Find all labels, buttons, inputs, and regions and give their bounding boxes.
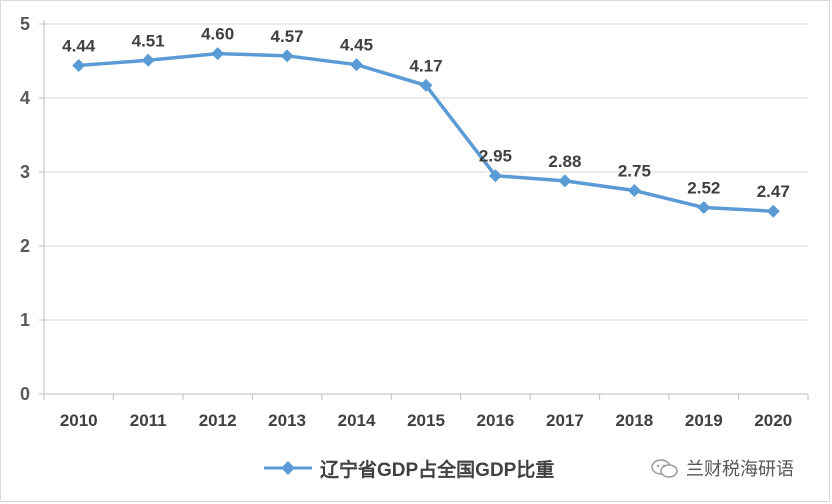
legend: 辽宁省GDP占全国GDP比重 <box>262 454 554 482</box>
legend-line-marker-icon <box>264 461 312 475</box>
data-point <box>141 53 155 67</box>
data-point <box>697 201 711 215</box>
data-point <box>211 47 225 61</box>
data-label: 2.47 <box>757 182 790 201</box>
data-point <box>766 204 780 218</box>
grid-lines <box>44 23 808 321</box>
x-tick-label: 2010 <box>60 411 98 430</box>
y-tick-labels: 0 1 2 3 4 5 <box>20 14 30 404</box>
data-label: 4.17 <box>409 56 442 75</box>
data-point <box>488 169 502 183</box>
legend-label: 辽宁省GDP占全国GDP比重 <box>320 459 555 481</box>
x-tick-label: 2015 <box>407 411 445 430</box>
data-label: 4.45 <box>340 36 373 55</box>
x-tick-label: 2016 <box>477 411 515 430</box>
y-tick-label: 3 <box>20 162 30 182</box>
wechat-icon <box>651 459 678 478</box>
watermark: 兰财税海研语 <box>650 454 794 482</box>
y-tick-label: 5 <box>20 14 30 34</box>
data-point <box>627 184 641 197</box>
data-point <box>72 58 86 72</box>
data-point <box>558 174 572 188</box>
x-tick-label: 2017 <box>546 411 584 430</box>
y-tick-label: 4 <box>20 88 30 108</box>
data-point <box>350 58 364 72</box>
data-point <box>280 49 294 63</box>
data-label: 2.75 <box>618 162 651 181</box>
x-tick-label: 2018 <box>615 411 653 430</box>
axes <box>39 20 809 400</box>
series-gdp-share <box>72 47 780 218</box>
data-point <box>419 78 433 92</box>
x-tick-label: 2011 <box>130 411 167 430</box>
y-tick-label: 0 <box>20 384 30 404</box>
data-label: 2.88 <box>548 152 581 171</box>
series-line <box>78 51 774 213</box>
y-tick-label: 1 <box>20 310 30 330</box>
data-label: 4.44 <box>62 36 96 55</box>
data-label: 2.52 <box>687 179 720 198</box>
x-tick-label: 2019 <box>685 411 723 430</box>
x-tick-label: 2012 <box>199 411 237 430</box>
data-label: 4.60 <box>201 25 234 44</box>
x-tick-label: 2020 <box>754 411 792 430</box>
watermark-text: 兰财税海研语 <box>686 459 794 479</box>
x-tick-label: 2014 <box>338 411 376 430</box>
data-label: 2.95 <box>479 147 512 166</box>
x-tick-label: 2013 <box>268 411 306 430</box>
data-label: 4.51 <box>132 31 165 50</box>
data-label: 4.57 <box>271 27 304 46</box>
data-labels: 4.44 4.51 4.60 4.57 4.45 4.17 2.95 2.88 2.75 2.52… <box>62 25 790 202</box>
y-tick-label: 2 <box>20 236 30 256</box>
x-tick-labels: 2010 2011 2012 2013 2014 2015 2016 2017 2018 2019… <box>60 411 792 430</box>
